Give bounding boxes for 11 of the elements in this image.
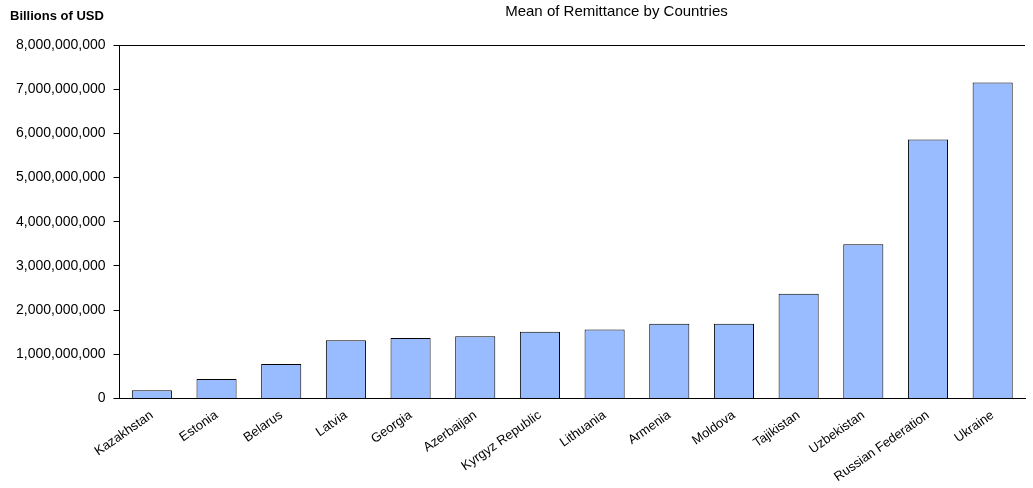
y-tick-label: 0 bbox=[97, 389, 106, 406]
y-tick-label: 3,000,000,000 bbox=[16, 256, 106, 273]
y-tick-label: 7,000,000,000 bbox=[16, 80, 106, 97]
chart-title: Mean of Remittance by Countries bbox=[504, 2, 729, 19]
y-tick-label: 1,000,000,000 bbox=[16, 345, 106, 362]
y-tick-label: 2,000,000,000 bbox=[16, 301, 106, 318]
y-axis-title: Billions of USD bbox=[10, 8, 104, 23]
y-tick-label: 5,000,000,000 bbox=[16, 168, 106, 185]
y-tick-label: 6,000,000,000 bbox=[16, 124, 106, 141]
y-tick-label: 8,000,000,000 bbox=[16, 35, 106, 52]
y-tick-label: 4,000,000,000 bbox=[16, 212, 106, 229]
